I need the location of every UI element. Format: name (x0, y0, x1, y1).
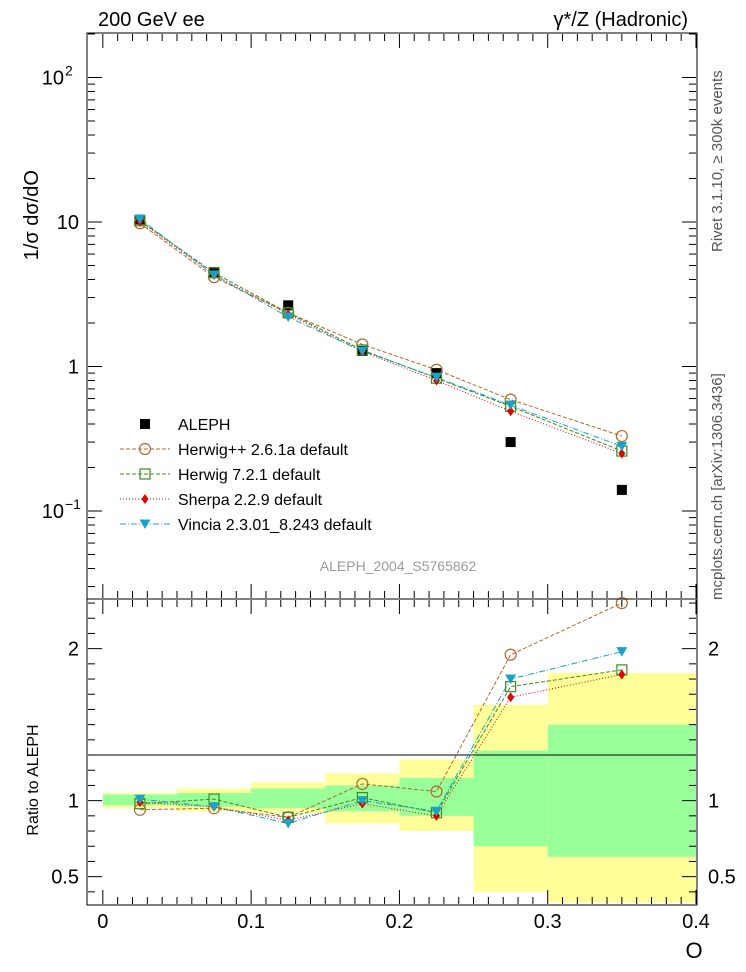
ratio-point-vincia-2-3-01-8-243-default (208, 802, 220, 812)
watermark: ALEPH_2004_S5765862 (320, 558, 477, 574)
main-ytick-label: 10 (42, 67, 64, 89)
ratio-ytick-label: 2 (68, 639, 79, 661)
main-ylabel: 1/σ dσ/dO (21, 170, 43, 260)
main-point-sherpa-2-2-9-default (618, 448, 626, 459)
main-point-vincia-2-3-01-8-243-default (356, 346, 368, 357)
x-tick-label: 0 (97, 911, 108, 933)
header-left: 200 GeV ee (98, 9, 205, 31)
ratio-point-vincia-2-3-01-8-243-default (134, 794, 146, 805)
legend-marker (139, 519, 151, 529)
ratio-point-sherpa-2-2-9-default (618, 669, 626, 680)
ratio-point-sherpa-2-2-9-default (507, 692, 515, 703)
x-tick-label: 0.2 (386, 911, 414, 933)
ratio-ytick-label-right: 0.5 (708, 867, 736, 889)
legend-label: Vincia 2.3.01_8.243 default (178, 517, 372, 534)
main-ytick-label: 1 (68, 357, 79, 379)
ratio-point-vincia-2-3-01-8-243-default (505, 674, 517, 685)
legend-marker (139, 468, 151, 480)
main-point-vincia-2-3-01-8-243-default (430, 372, 442, 383)
ratio-point-herwig-2-6-1a-default (504, 648, 517, 661)
ratio-point-herwig-2-6-1a-default (615, 596, 628, 610)
legend: ALEPH Herwig++ 2.6.1a default Herwig 7.2.1… (120, 417, 372, 534)
main-point-herwig-2-6-1a-default (615, 429, 628, 443)
ratio-ylabel: Ratio to ALEPH (25, 724, 42, 835)
main-point-vincia-2-3-01-8-243-default (616, 441, 628, 452)
rivet-label: Rivet 3.1.10, ≥ 300k events (709, 70, 726, 252)
main-point-sherpa-2-2-9-default (507, 406, 515, 417)
main-point-vincia-2-3-01-8-243-default (208, 270, 220, 280)
main-point-vincia-2-3-01-8-243-default (505, 400, 517, 411)
ratio-line-herwig-7-2-1-default (139, 669, 622, 818)
legend-label: Sherpa 2.2.9 default (178, 492, 323, 509)
x-tick-label: 0.3 (534, 911, 562, 933)
ratio-point-herwig-2-6-1a-default (356, 777, 369, 791)
ratio-band-green (547, 724, 696, 857)
x-tick-label: 0.4 (682, 911, 710, 933)
main-line-herwig-2-6-1a-default (139, 222, 623, 437)
main-ytick-label: 10 (57, 212, 79, 234)
main-ytick-label: 10 (42, 501, 64, 523)
main-point-aleph (616, 484, 627, 495)
ratio-point-vincia-2-3-01-8-243-default (356, 796, 368, 806)
legend-label: ALEPH (178, 417, 230, 434)
legend-label: Herwig 7.2.1 default (178, 467, 321, 484)
main-ytick-label-exp: 2 (65, 62, 73, 78)
legend-marker (141, 494, 149, 504)
ratio-ytick-label: 0.5 (51, 867, 79, 889)
ratio-ticks: 0.5 0.5 1 1 2 2 0 0.1 0.2 0.3 0.4 (51, 600, 736, 933)
ratio-ytick-label: 1 (68, 791, 79, 813)
main-point-aleph (283, 300, 294, 311)
ratio-point-vincia-2-3-01-8-243-default (616, 647, 628, 657)
x-tick-label: 0.1 (237, 911, 265, 933)
x-axis-label: O (685, 938, 702, 963)
ratio-band-green (473, 750, 548, 847)
legend-marker (140, 419, 150, 429)
ratio-band-green (251, 788, 326, 809)
main-marks (133, 214, 628, 495)
ratio-frame (86, 598, 698, 906)
main-point-aleph (505, 437, 516, 448)
legend-marker (138, 442, 152, 456)
main-frame (86, 32, 698, 600)
main-point-vincia-2-3-01-8-243-default (134, 214, 146, 224)
ratio-marks (133, 596, 628, 829)
header-right: γ*/Z (Hadronic) (554, 9, 688, 31)
main-point-vincia-2-3-01-8-243-default (282, 312, 294, 323)
ratio-point-vincia-2-3-01-8-243-default (282, 818, 294, 829)
source-label: mcplots.cern.ch [arXiv:1306.3436] (709, 373, 726, 600)
ratio-ytick-label-right: 1 (708, 791, 719, 813)
main-ytick-label-exp: −1 (65, 496, 81, 512)
ratio-bands (102, 672, 696, 903)
ratio-panel: 0.5 0.5 1 1 2 2 0 0.1 0.2 0.3 0.4 Ratio to ALEPH O (25, 596, 736, 963)
legend-label: Herwig++ 2.6.1a default (178, 442, 348, 459)
ratio-ytick-label-right: 2 (708, 639, 719, 661)
ratio-point-vincia-2-3-01-8-243-default (430, 806, 442, 817)
ratio-point-herwig-2-6-1a-default (430, 785, 443, 798)
